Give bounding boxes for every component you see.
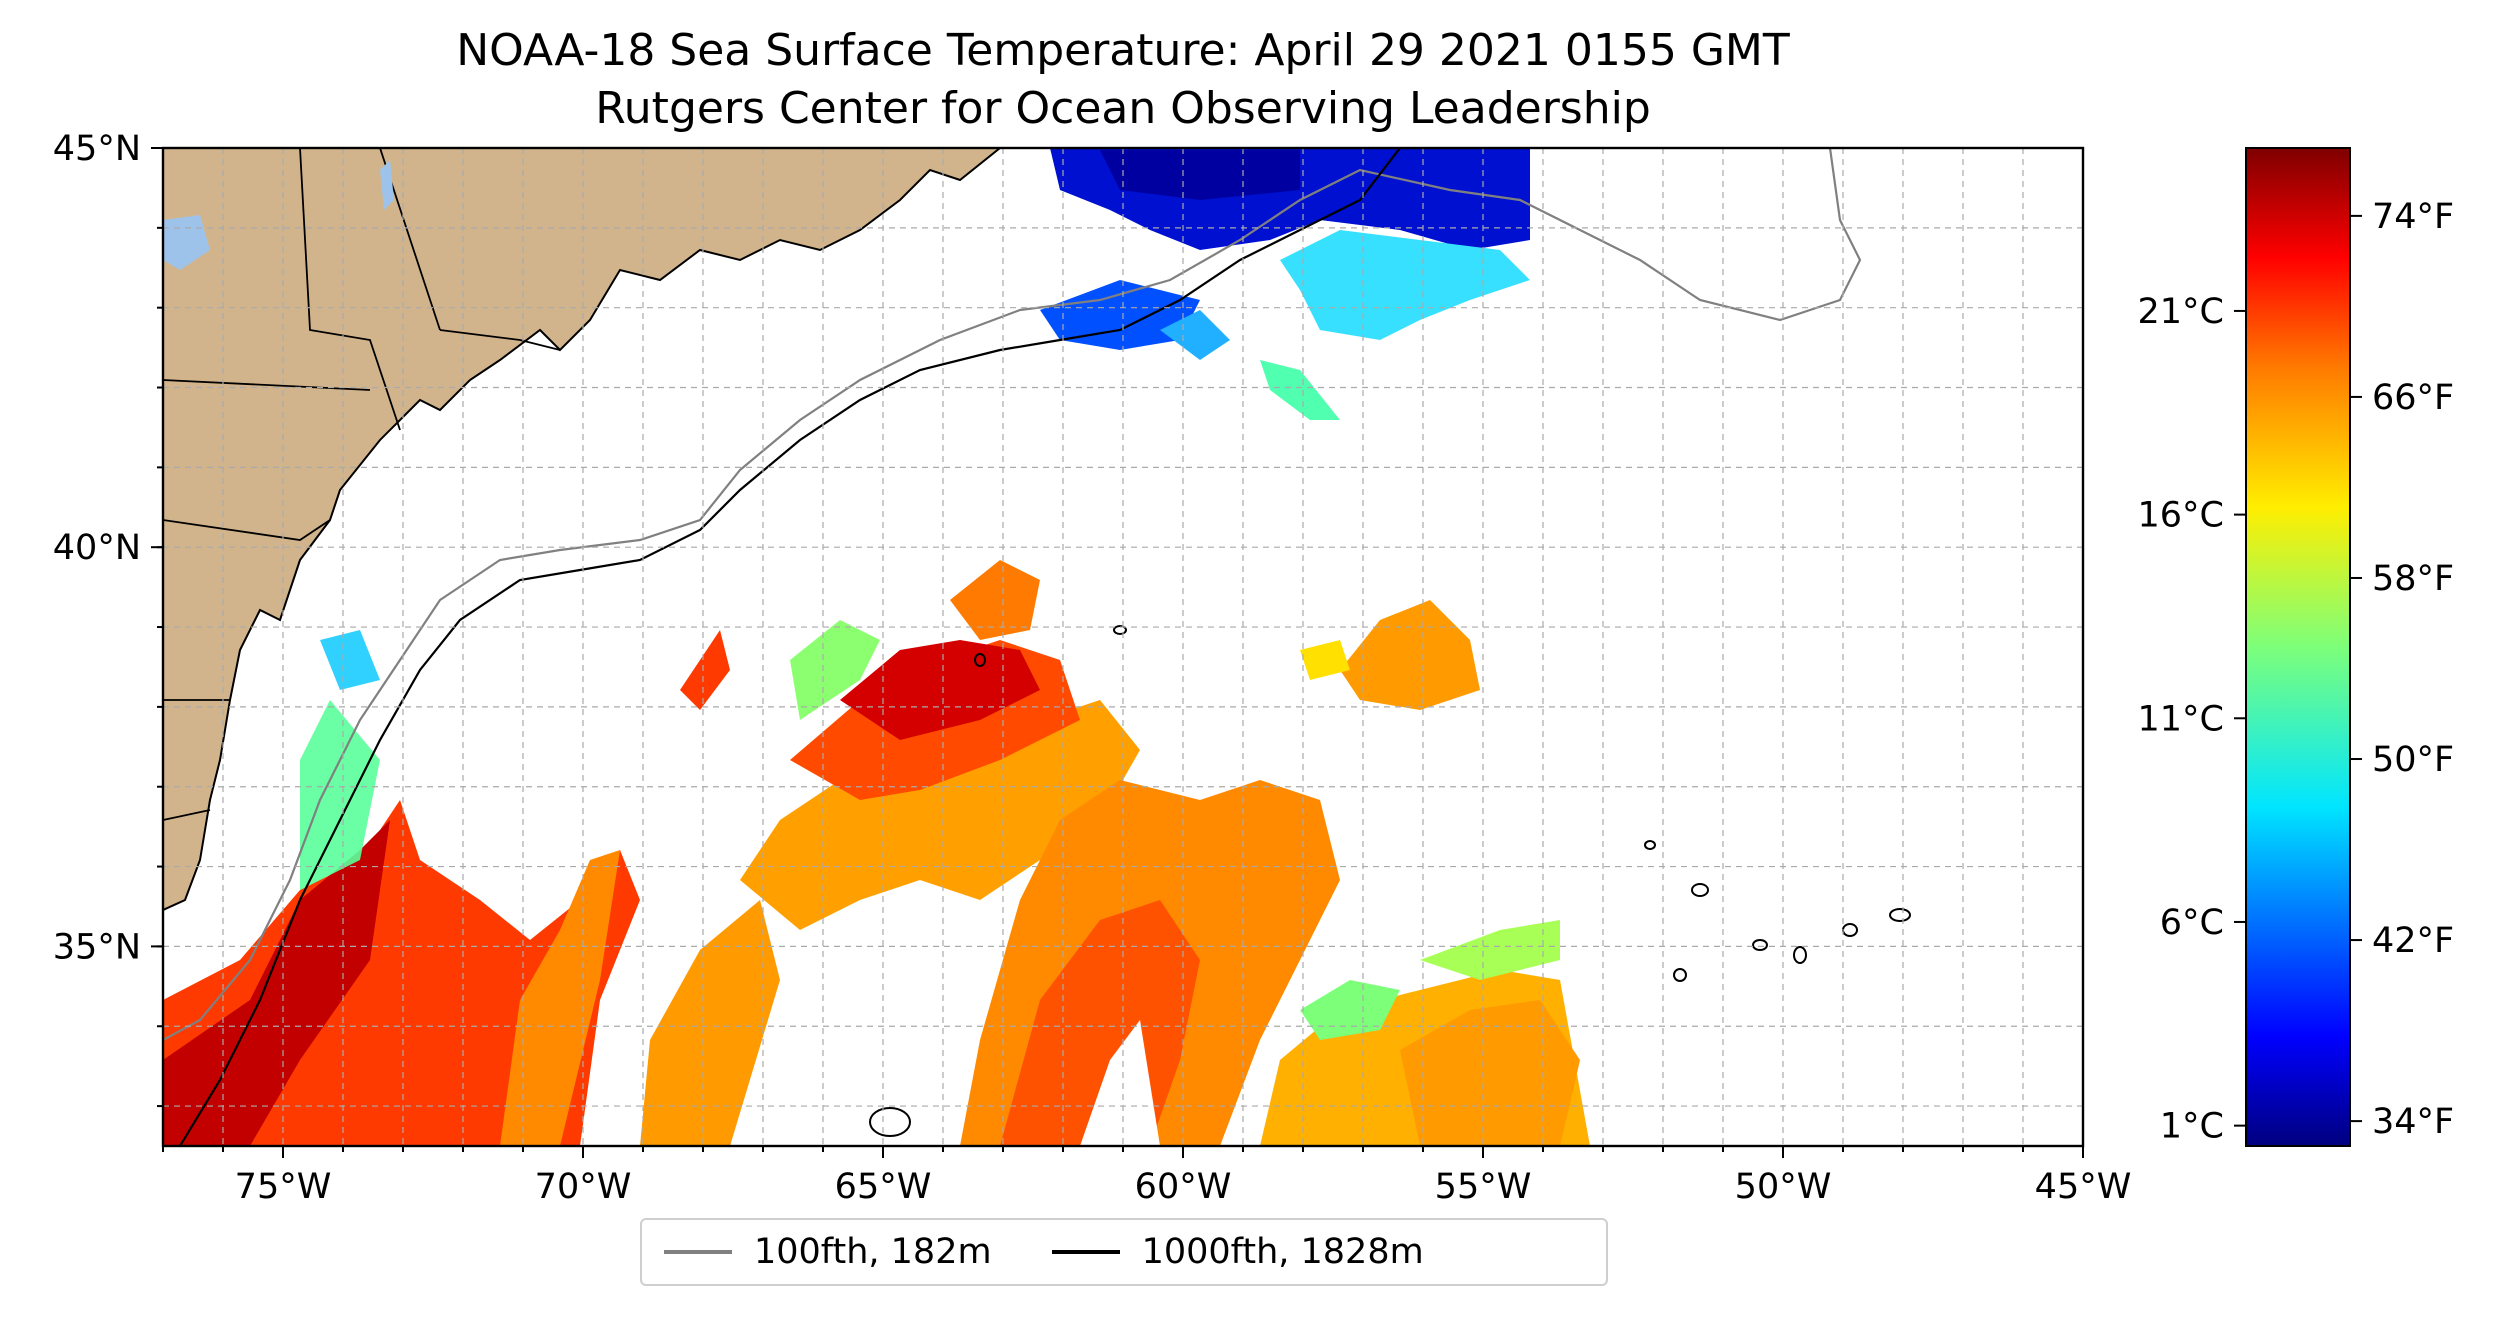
map-title: NOAA-18 Sea Surface Temperature: April 2… bbox=[163, 22, 2083, 138]
lon-tick-label: 50°W bbox=[1735, 1167, 1832, 1207]
colorbar-celsius-ticks: 21°C 16°C 11°C 6°C 1°C bbox=[2138, 292, 2246, 1147]
colorbar-f-label: 58°F bbox=[2372, 559, 2454, 599]
colorbar-c-label: 1°C bbox=[2160, 1107, 2224, 1147]
land-mass bbox=[163, 148, 1002, 912]
lakes bbox=[163, 160, 394, 270]
lat-tick-label: 35°N bbox=[53, 927, 141, 967]
colorbar-gradient bbox=[2245, 147, 2351, 1147]
legend-swatch-black bbox=[1051, 1250, 1120, 1254]
colorbar-c-label: 11°C bbox=[2138, 699, 2224, 739]
legend-item-100fth: 100fth, 182m bbox=[664, 1232, 992, 1272]
colorbar-c-label: 6°C bbox=[2160, 903, 2224, 943]
colorbar-f-label: 42°F bbox=[2372, 921, 2454, 961]
legend-swatch-gray bbox=[664, 1250, 732, 1254]
state-borders bbox=[163, 148, 561, 821]
axis-ticks bbox=[151, 147, 2084, 1158]
contour-100fth bbox=[163, 148, 1862, 1041]
colorbar-f-label: 66°F bbox=[2372, 378, 2454, 418]
legend-label-1000fth: 1000fth, 1828m bbox=[1141, 1232, 1424, 1272]
seamounts bbox=[869, 625, 1911, 1137]
colorbar-fahrenheit-ticks: 74°F 66°F 58°F 50°F 42°F 34°F bbox=[2350, 197, 2454, 1142]
colorbar-c-label: 21°C bbox=[2138, 292, 2224, 332]
colorbar: 21°C 16°C 11°C 6°C 1°C 74°F 66°F 58°F 50°F 42°F 3… bbox=[2138, 147, 2454, 1147]
lat-tick-label: 45°N bbox=[53, 129, 141, 169]
legend-item-1000fth: 1000fth, 1828m bbox=[1051, 1232, 1424, 1272]
colorbar-c-label: 16°C bbox=[2138, 496, 2224, 536]
sst-data-layer bbox=[163, 148, 1590, 1146]
colorbar-f-label: 74°F bbox=[2372, 197, 2454, 237]
lat-tick-label: 40°N bbox=[53, 528, 141, 568]
map-area bbox=[163, 148, 2083, 1146]
gridlines bbox=[163, 148, 2083, 1146]
lon-tick-label: 55°W bbox=[1435, 1167, 1532, 1207]
lon-tick-label: 65°W bbox=[835, 1167, 932, 1207]
title-line-2: Rutgers Center for Ocean Observing Leade… bbox=[595, 83, 1651, 134]
legend: 100fth, 182m 1000fth, 1828m bbox=[640, 1218, 1608, 1286]
title-line-1: NOAA-18 Sea Surface Temperature: April 2… bbox=[456, 25, 1790, 76]
lat-tick-labels: 45°N 40°N 35°N bbox=[53, 129, 141, 967]
lon-tick-label: 70°W bbox=[535, 1167, 632, 1207]
lon-tick-label: 75°W bbox=[235, 1167, 332, 1207]
legend-label-100fth: 100fth, 182m bbox=[754, 1232, 992, 1272]
colorbar-f-label: 34°F bbox=[2372, 1102, 2454, 1142]
lon-tick-label: 60°W bbox=[1135, 1167, 1232, 1207]
contour-1000fth bbox=[179, 148, 1401, 1146]
lon-tick-labels: 75°W 70°W 65°W 60°W 55°W 50°W 45°W bbox=[235, 1167, 2132, 1207]
colorbar-f-label: 50°F bbox=[2372, 740, 2454, 780]
lon-tick-label: 45°W bbox=[2035, 1167, 2132, 1207]
